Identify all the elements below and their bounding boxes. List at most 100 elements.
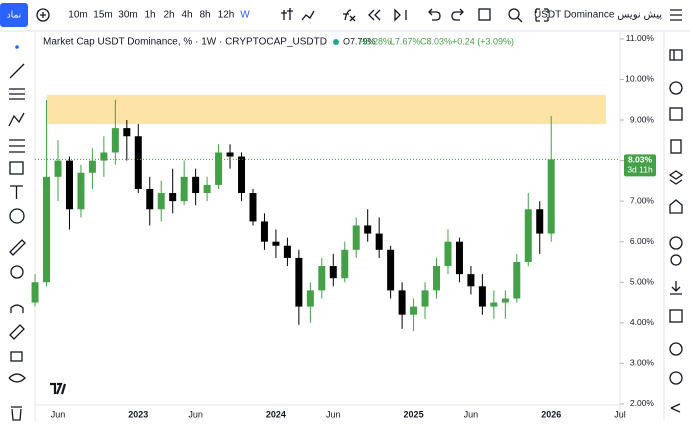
line-type-icon[interactable]: [301, 10, 315, 21]
chat-icon[interactable]: [669, 236, 683, 250]
interval-button[interactable]: 12h: [218, 10, 235, 21]
trend-line-tool[interactable]: [9, 63, 25, 79]
candle-body: [398, 290, 406, 315]
candle-body: [524, 209, 532, 262]
candle-body: [318, 266, 326, 291]
candle-body: [329, 266, 337, 279]
calendar-icon[interactable]: [669, 107, 683, 121]
symbol-button-label[interactable]: نماد: [7, 9, 21, 19]
help-icon[interactable]: [669, 309, 683, 323]
candle-body: [260, 221, 268, 242]
notes-icon[interactable]: [670, 139, 682, 154]
candle-body: [306, 290, 314, 307]
candle-body: [421, 290, 429, 307]
undo-icon[interactable]: [428, 8, 441, 21]
left-toolbar: [8, 45, 26, 421]
y-tick-label: 7.00%: [630, 195, 655, 205]
interval-button[interactable]: 15m: [93, 10, 112, 21]
candle-body: [364, 225, 372, 234]
candle-body: [180, 176, 188, 202]
x-tick-label: 2024: [266, 409, 286, 419]
visibility-tool[interactable]: [8, 373, 26, 383]
candle-body: [387, 249, 395, 291]
candle-body: [444, 241, 452, 267]
add-symbol-plus: [40, 12, 46, 18]
status-dot: [333, 39, 339, 45]
candle-type-icon[interactable]: [281, 8, 293, 20]
lock-tool[interactable]: [10, 351, 23, 362]
forward-icon[interactable]: [394, 8, 407, 22]
y-tick-label: 5.00%: [630, 277, 655, 287]
candle-body: [433, 266, 441, 291]
interval-button[interactable]: 8h: [199, 10, 210, 21]
search-icon[interactable]: [508, 8, 520, 20]
ohlc-legend: L7.67%: [390, 36, 421, 46]
magnet-tool[interactable]: [10, 304, 24, 313]
x-tick-label: 2023: [128, 409, 148, 419]
interval-button[interactable]: 10m: [68, 10, 87, 21]
candle-body: [157, 193, 165, 210]
draft-title[interactable]: USDT Dominance پیش نویس: [534, 10, 662, 21]
cursor-dot[interactable]: [15, 45, 19, 49]
pattern-tool[interactable]: [8, 112, 25, 127]
zoom-tool[interactable]: [10, 265, 24, 279]
tv-logo: [50, 382, 67, 395]
candle-body: [203, 184, 211, 194]
x-tick-label: Jun: [326, 409, 341, 419]
interval-button[interactable]: 2h: [163, 10, 174, 21]
last-price-box: [624, 154, 656, 177]
x-tick-label: 2025: [404, 409, 424, 419]
fullscreen-icon[interactable]: [535, 8, 549, 22]
share-icon[interactable]: [670, 403, 681, 413]
candle-body: [88, 160, 96, 173]
interval-button[interactable]: 4h: [181, 10, 192, 21]
emoji-tool[interactable]: [9, 208, 25, 224]
y-tick-label: 2.00%: [630, 398, 655, 408]
layers-icon[interactable]: [668, 170, 684, 185]
delete-tool[interactable]: [11, 406, 22, 421]
symbol-button[interactable]: [0, 3, 28, 27]
alert-icon[interactable]: [669, 81, 683, 95]
redo-icon[interactable]: [451, 8, 464, 21]
text-tool[interactable]: [10, 185, 23, 199]
ruler-tool[interactable]: [9, 239, 26, 256]
candle-body: [478, 286, 486, 307]
download-icon[interactable]: [670, 281, 682, 295]
x-tick-label: Jun: [464, 409, 479, 419]
settings-icon[interactable]: [670, 254, 682, 266]
y-tick-label: 10.00%: [625, 74, 654, 84]
x-tick-label: Jun: [51, 409, 66, 419]
candle-body: [146, 188, 154, 210]
profile-icon[interactable]: [669, 342, 683, 356]
interval-button[interactable]: 1h: [144, 10, 155, 21]
candle-body: [249, 193, 257, 222]
ideas-icon[interactable]: [669, 199, 683, 214]
candle-body: [272, 241, 280, 246]
candle-body: [123, 128, 131, 137]
shape-tool[interactable]: [9, 161, 24, 175]
ohlc-legend: O7.79%: [343, 36, 376, 46]
candle-body: [134, 136, 142, 189]
add-symbol-icon[interactable]: [36, 8, 50, 22]
chart-title: Market Cap USDT Dominance, % · 1W · CRYP…: [43, 37, 327, 48]
fib-tool[interactable]: [9, 88, 25, 100]
top-tools: [281, 8, 549, 23]
ohlc-legend: C8.03%: [420, 36, 452, 46]
candle-body: [455, 241, 463, 275]
layout-icon[interactable]: [478, 8, 491, 21]
interval-button[interactable]: W: [240, 10, 250, 21]
candle-body: [111, 128, 119, 153]
x-tick-label: Jul: [614, 409, 626, 419]
lock-draw-tool[interactable]: [9, 324, 25, 340]
replay-icon[interactable]: [368, 9, 381, 21]
prediction-tool[interactable]: [9, 139, 25, 153]
clock-icon[interactable]: [669, 371, 683, 385]
watchlist-icon[interactable]: [669, 49, 683, 61]
candle-body: [341, 249, 349, 279]
candle-body: [283, 245, 291, 258]
interval-button[interactable]: 30m: [118, 10, 137, 21]
menu-icon[interactable]: [670, 9, 682, 21]
candle-body: [226, 152, 234, 157]
indicators-icon[interactable]: [343, 9, 356, 22]
